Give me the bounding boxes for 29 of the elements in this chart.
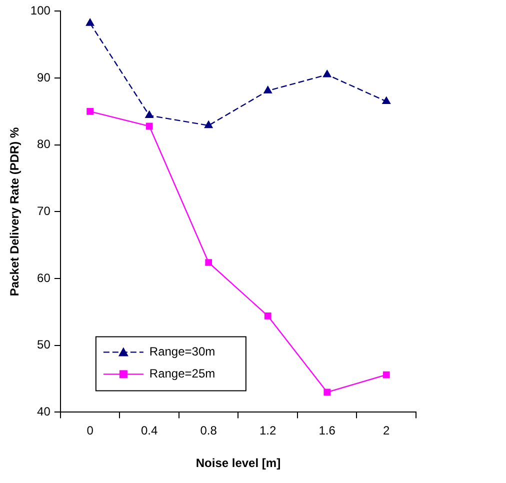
y-tick-label: 60 — [37, 270, 51, 285]
point — [264, 312, 272, 320]
x-tick-label: 0 — [86, 424, 94, 438]
legend-label: Range=30m — [149, 344, 216, 359]
x-tick-label: 1.6 — [318, 424, 336, 438]
point — [146, 122, 153, 130]
y-tick-label: 100 — [30, 4, 51, 18]
point — [86, 108, 94, 115]
point — [145, 110, 154, 118]
x-tick-label: 0.8 — [200, 424, 218, 438]
y-tick-label: 40 — [37, 404, 51, 419]
point — [323, 70, 332, 78]
point — [264, 86, 272, 94]
x-tick-label: 1.2 — [260, 424, 277, 438]
point — [205, 259, 212, 266]
y-axis-title: Packet Delivery Rate (PDR) % — [8, 127, 22, 296]
y-tick-label: 50 — [37, 338, 51, 352]
y-tick-label: 90 — [37, 70, 51, 84]
point — [324, 388, 331, 396]
x-tick-label: 0.4 — [140, 424, 158, 438]
point — [204, 120, 213, 128]
legend-label: Range=25m — [149, 366, 216, 381]
point — [382, 96, 390, 104]
point — [86, 18, 94, 26]
point — [382, 371, 390, 378]
x-tick-label: 2 — [383, 424, 390, 438]
y-tick-label: 80 — [37, 137, 51, 152]
x-axis-title: Noise level [m] — [196, 456, 281, 470]
y-tick-label: 70 — [37, 204, 51, 218]
